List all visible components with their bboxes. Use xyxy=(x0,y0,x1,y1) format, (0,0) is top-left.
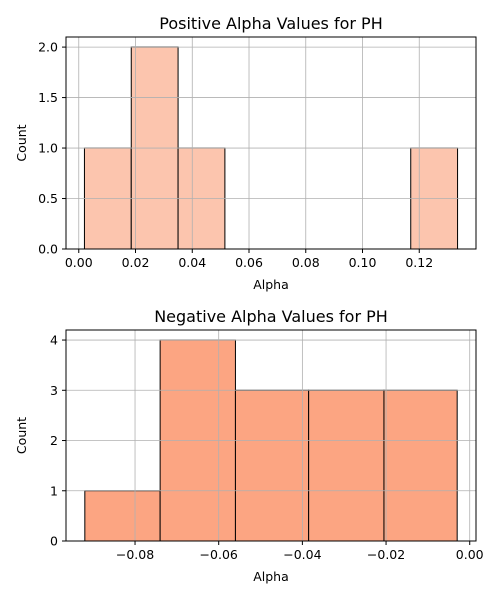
plot-frame xyxy=(65,329,477,542)
y-tick-label: 3 xyxy=(50,383,58,398)
x-tick-label: 0.00 xyxy=(456,547,484,562)
x-tick-label: 0.06 xyxy=(235,255,263,270)
y-tick-label: 1.5 xyxy=(38,90,58,105)
x-tick-label: −0.06 xyxy=(200,547,238,562)
y-tick-label: 2 xyxy=(50,433,58,448)
y-tick-label: 4 xyxy=(50,333,58,348)
x-tick-label: 0.02 xyxy=(122,255,150,270)
y-axis-label: Count xyxy=(14,417,29,454)
x-tick-label: −0.02 xyxy=(367,547,405,562)
x-tick-label: 0.00 xyxy=(65,255,93,270)
x-tick-label: −0.04 xyxy=(283,547,321,562)
x-tick-label: 0.12 xyxy=(405,255,433,270)
histogram-bar xyxy=(234,389,310,542)
plot-frame xyxy=(65,36,477,250)
axes: 0.00 0.02 0.04 0.06 0.08 0.10 0.12 0.0 0.5 1.0 1.5… xyxy=(38,36,477,270)
y-tick-label: 0 xyxy=(50,534,58,549)
x-tick-label: 0.10 xyxy=(349,255,377,270)
bars xyxy=(84,339,458,542)
histogram-bar xyxy=(383,389,458,542)
y-tick-label: 0.5 xyxy=(38,191,58,206)
y-tick-label: 1 xyxy=(50,483,58,498)
y-axis-label: Count xyxy=(14,124,29,161)
histogram-bar xyxy=(84,490,161,542)
x-axis-label: Alpha xyxy=(253,277,289,292)
y-tick-label: 1.0 xyxy=(38,141,58,156)
positive-alpha-histogram: 0.00 0.02 0.04 0.06 0.08 0.10 0.12 0.0 0.5 1.0 1.5… xyxy=(14,14,477,292)
x-tick-label: 0.08 xyxy=(292,255,320,270)
histogram-bar xyxy=(308,389,385,542)
negative-alpha-histogram: −0.08 −0.06 −0.04 −0.02 0.00 0 1 2 3 4 Negative Al… xyxy=(14,307,484,584)
y-tick-label: 0.0 xyxy=(38,242,58,257)
y-tick-label: 2.0 xyxy=(38,40,58,55)
chart-title: Negative Alpha Values for PH xyxy=(154,307,388,326)
chart-title: Positive Alpha Values for PH xyxy=(159,14,382,33)
x-tick-label: −0.08 xyxy=(116,547,154,562)
x-axis-label: Alpha xyxy=(253,569,289,584)
x-tick-label: 0.04 xyxy=(178,255,206,270)
axes: −0.08 −0.06 −0.04 −0.02 0.00 0 1 2 3 4 xyxy=(50,329,484,562)
